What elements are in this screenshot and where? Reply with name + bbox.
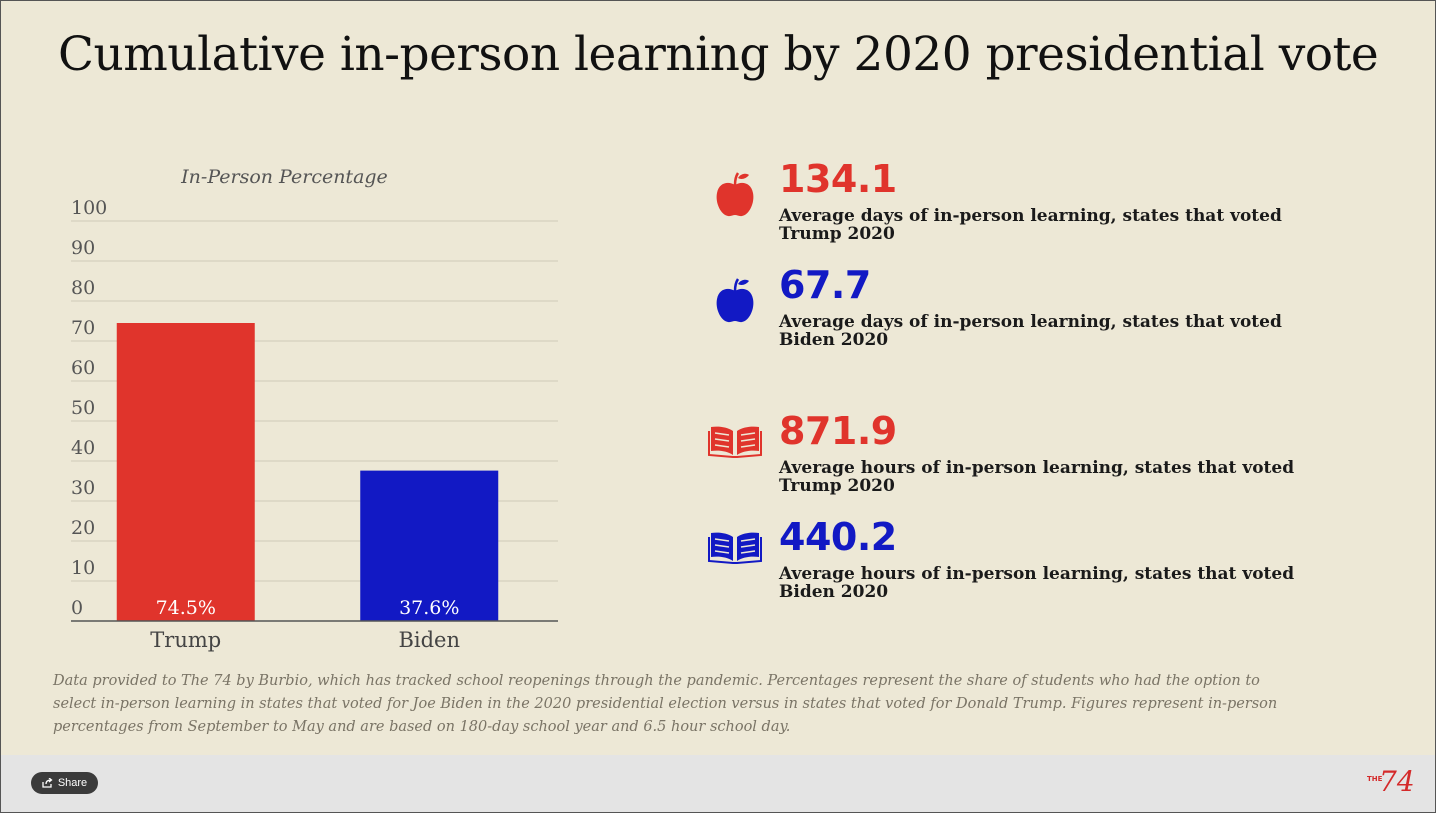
bar-chart: In-Person Percentage 0 10 20 30 40 50 60 70 80 90 1… <box>71 166 558 652</box>
y-tick-label: 60 <box>71 357 95 379</box>
bar-data-label: 74.5% <box>156 597 216 619</box>
y-tick-label: 90 <box>71 237 95 259</box>
x-tick-label: Biden <box>398 628 460 652</box>
embed-footer: Share THE 74 <box>1 755 1435 812</box>
y-tick-label: 10 <box>71 557 95 579</box>
the74-logo[interactable]: THE 74 <box>1367 765 1415 799</box>
y-tick-label: 50 <box>71 397 95 419</box>
y-tick-label: 100 <box>71 197 107 219</box>
book-icon <box>708 532 762 564</box>
apple-icon <box>716 172 754 217</box>
stat-value: 134.1 <box>779 157 897 201</box>
logo-number: 74 <box>1379 765 1415 798</box>
share-button[interactable]: Share <box>31 772 98 794</box>
y-tick-label: 70 <box>71 317 95 339</box>
stat-label: Average hours of in-person learning, sta… <box>779 458 1295 496</box>
apple-icon <box>716 278 754 323</box>
bar-trump <box>116 323 255 621</box>
bar-data-label: 37.6% <box>399 597 459 619</box>
chart-title: In-Person Percentage <box>180 166 388 188</box>
y-tick-label: 0 <box>71 597 83 619</box>
stat-label: Average days of in-person learning, stat… <box>779 312 1282 350</box>
share-icon <box>42 778 53 788</box>
stat-value: 871.9 <box>779 409 897 453</box>
book-icon <box>708 426 762 458</box>
bar-biden <box>360 470 499 621</box>
y-tick-label: 40 <box>71 437 95 459</box>
stat-value: 67.7 <box>779 263 871 307</box>
stat-trump-days: 134.1 Average days of in-person learning… <box>707 157 1327 259</box>
stat-biden-hours: 440.2 Average hours of in-person learnin… <box>707 515 1327 617</box>
stat-label: Average hours of in-person learning, sta… <box>779 564 1295 602</box>
source-footnote: Data provided to The 74 by Burbio, which… <box>53 673 1278 735</box>
x-tick-label: Trump <box>150 628 221 652</box>
y-tick-label: 30 <box>71 477 95 499</box>
y-tick-label: 80 <box>71 277 95 299</box>
logo-the-text: THE <box>1367 775 1383 783</box>
stat-trump-hours: 871.9 Average hours of in-person learnin… <box>707 409 1327 511</box>
y-tick-label: 20 <box>71 517 95 539</box>
share-label: Share <box>57 777 88 789</box>
page-title: Cumulative in-person learning by 2020 pr… <box>58 27 1379 82</box>
stat-value: 440.2 <box>779 515 897 559</box>
stat-label: Average days of in-person learning, stat… <box>779 206 1282 244</box>
stat-biden-days: 67.7 Average days of in-person learning,… <box>707 263 1327 365</box>
